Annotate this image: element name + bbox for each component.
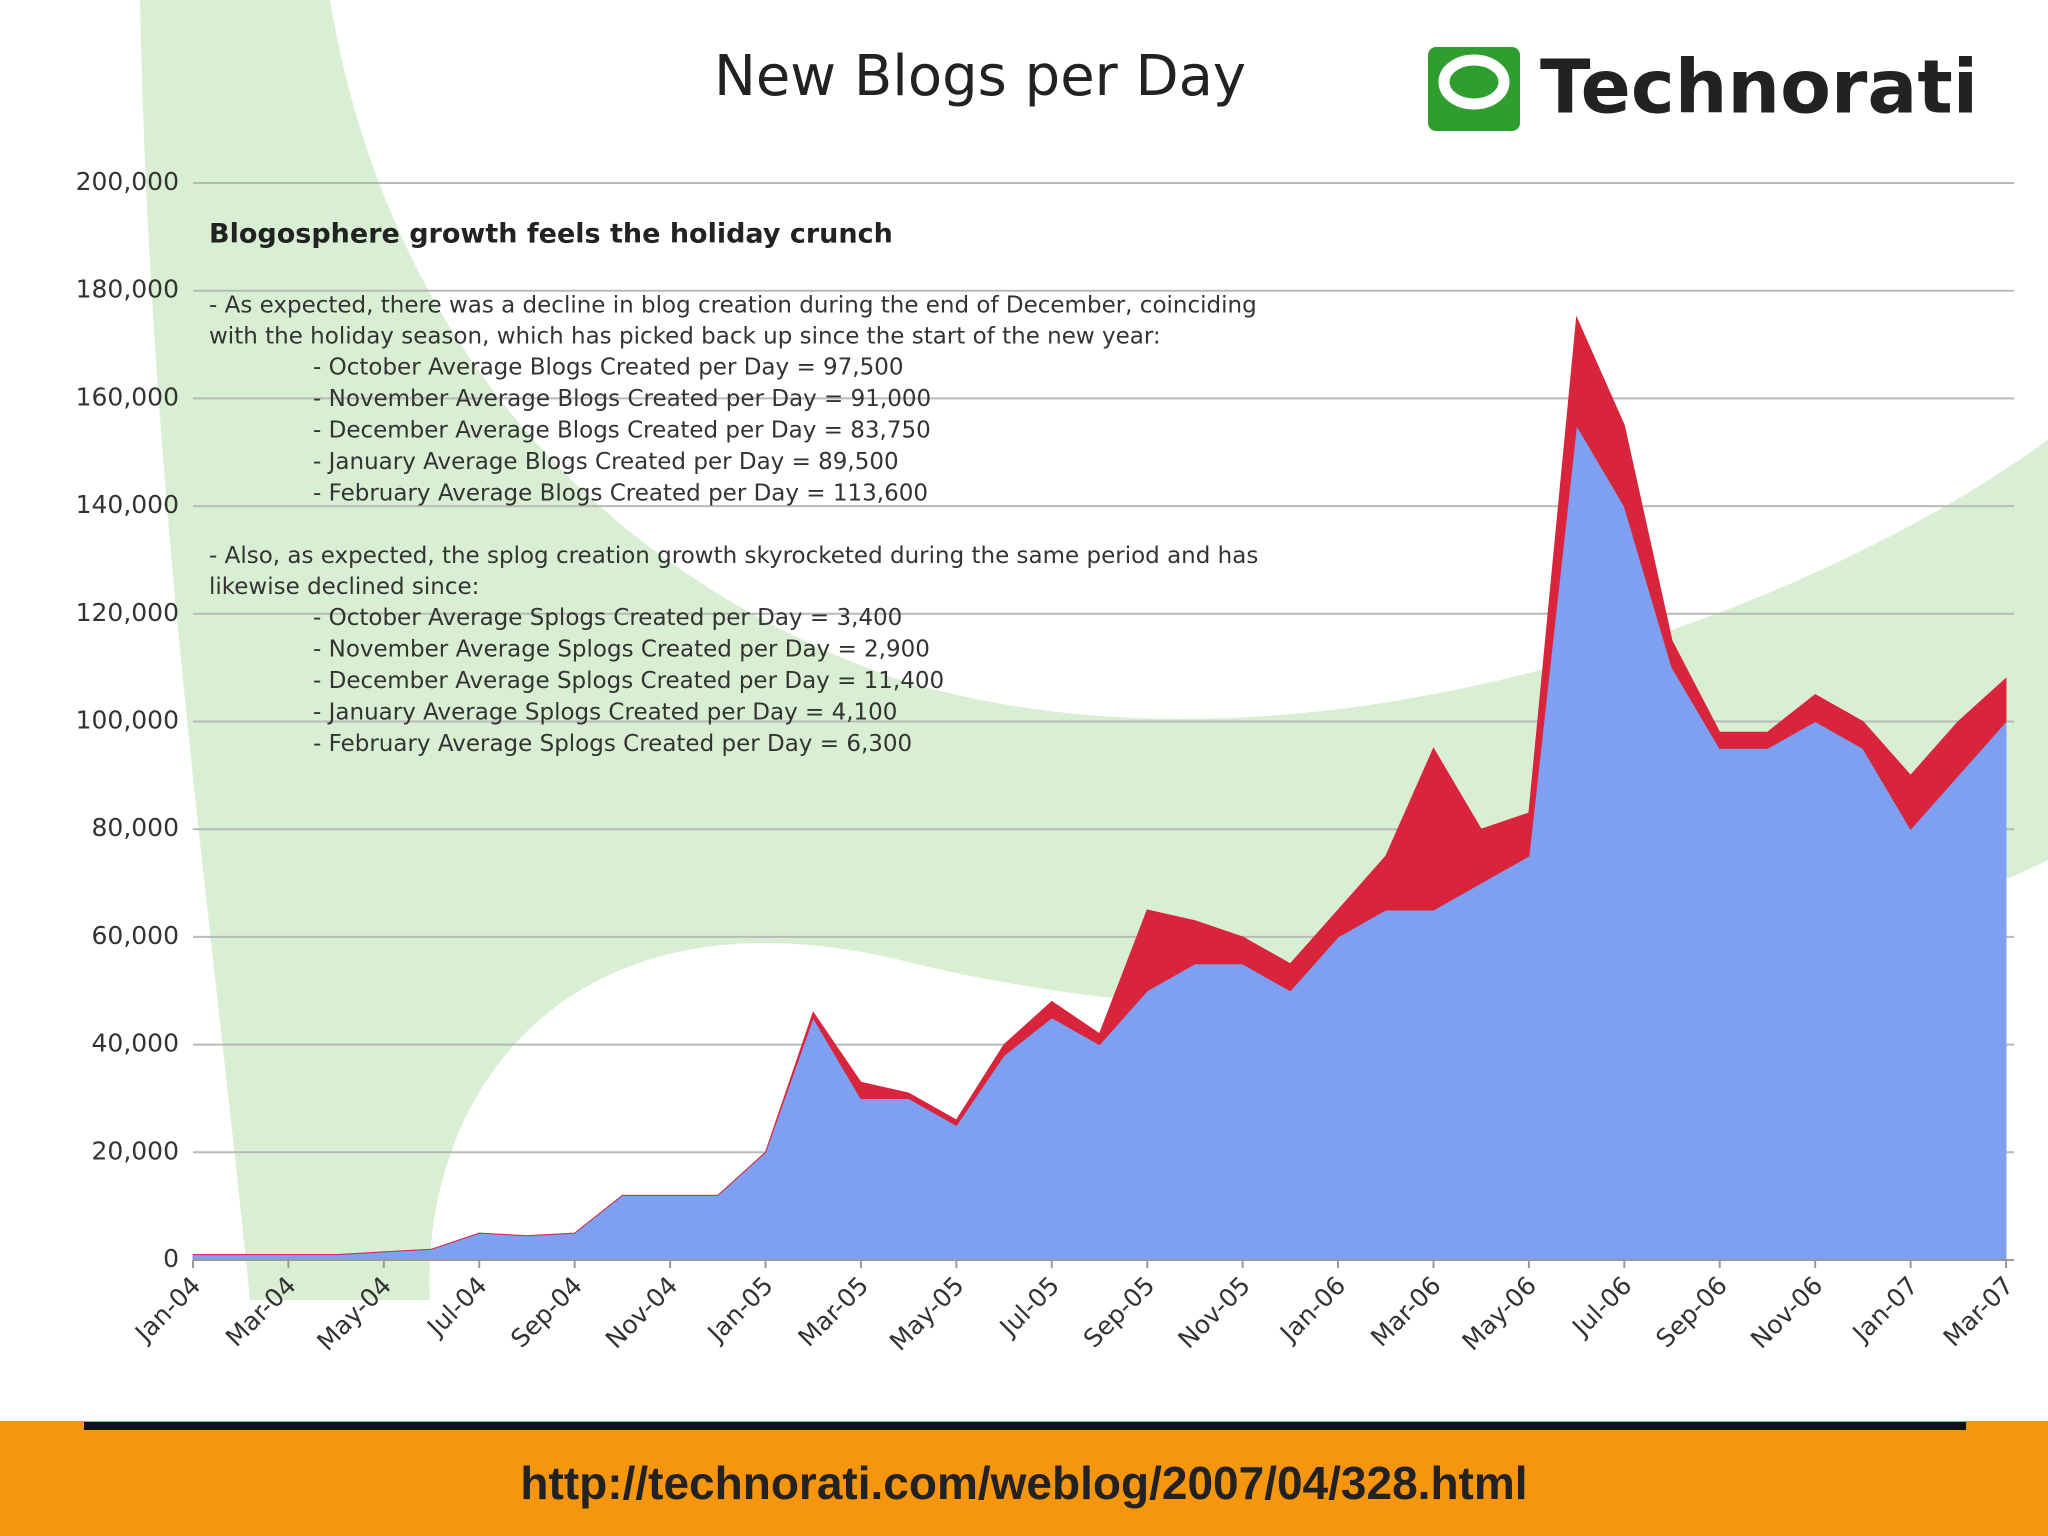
x-tick-label: Jul-04 xyxy=(420,1271,492,1343)
logo: Technorati xyxy=(1428,45,1978,131)
annotation-text: - Also, as expected, the splog creation … xyxy=(209,543,1258,569)
y-tick-label: 200,000 xyxy=(76,167,179,196)
annotation-item: - February Average Blogs Created per Day… xyxy=(313,481,928,507)
annotation-text: with the holiday season, which has picke… xyxy=(209,324,1161,350)
x-tick-label: Jan-07 xyxy=(1846,1271,1924,1349)
y-tick-label: 0 xyxy=(163,1244,179,1273)
annotation-title: Blogosphere growth feels the holiday cru… xyxy=(209,219,893,250)
annotation-text: likewise declined since: xyxy=(209,574,479,600)
annotation-item: - November Average Splogs Created per Da… xyxy=(313,637,930,663)
x-tick-label: Jan-05 xyxy=(701,1271,779,1349)
logo-text: Technorati xyxy=(1540,45,1978,131)
logo-icon-bubble xyxy=(1438,54,1510,110)
y-tick-label: 120,000 xyxy=(76,598,179,627)
annotation-item: - February Average Splogs Created per Da… xyxy=(313,731,912,757)
y-tick-label: 60,000 xyxy=(92,921,179,950)
annotation-item: - January Average Splogs Created per Day… xyxy=(313,700,897,726)
x-tick-label: Nov-06 xyxy=(1745,1271,1828,1354)
x-tick-label: Mar-07 xyxy=(1938,1271,2020,1353)
annotation-item: - October Average Blogs Created per Day … xyxy=(313,355,904,381)
x-tick-label: Sep-05 xyxy=(1078,1271,1161,1354)
y-tick-label: 160,000 xyxy=(76,382,179,411)
x-tick-label: Sep-06 xyxy=(1650,1271,1733,1354)
annotation-item: - December Average Splogs Created per Da… xyxy=(313,668,944,694)
annotation-item: - January Average Blogs Created per Day … xyxy=(313,449,899,475)
y-tick-label: 20,000 xyxy=(92,1136,179,1165)
footer-band xyxy=(0,1421,2048,1536)
annotation-text: - As expected, there was a decline in bl… xyxy=(209,293,1257,319)
x-tick-label: Jul-06 xyxy=(1565,1271,1637,1343)
annotation-item: - October Average Splogs Created per Day… xyxy=(313,605,902,631)
y-tick-label: 40,000 xyxy=(92,1029,179,1058)
y-tick-label: 100,000 xyxy=(76,706,179,735)
annotation-item: - November Average Blogs Created per Day… xyxy=(313,386,931,412)
y-tick-label: 140,000 xyxy=(76,490,179,519)
x-tick-label: Jul-05 xyxy=(993,1271,1065,1343)
area xyxy=(193,315,2007,1256)
x-tick-label: Nov-05 xyxy=(1172,1271,1255,1354)
y-tick-label: 80,000 xyxy=(92,813,179,842)
x-tick-label: Sep-04 xyxy=(505,1271,588,1354)
chart-title: New Blogs per Day xyxy=(714,44,1246,109)
x-tick-label: Mar-06 xyxy=(1365,1271,1447,1353)
source-url: http://technorati.com/weblog/2007/04/328… xyxy=(520,1457,1527,1509)
annotation-box: Blogosphere growth feels the holiday cru… xyxy=(209,219,1258,758)
y-tick-label: 180,000 xyxy=(76,275,179,304)
footer-rule xyxy=(84,1422,1966,1430)
annotation-item: - December Average Blogs Created per Day… xyxy=(313,418,931,444)
x-tick-label: Nov-04 xyxy=(600,1271,683,1354)
x-tick-label: Mar-05 xyxy=(793,1271,875,1353)
x-tick-label: May-06 xyxy=(1456,1271,1542,1357)
x-tick-label: Jan-04 xyxy=(128,1271,206,1349)
x-tick-label: Jan-06 xyxy=(1273,1271,1351,1349)
x-tick-label: May-05 xyxy=(884,1271,970,1357)
